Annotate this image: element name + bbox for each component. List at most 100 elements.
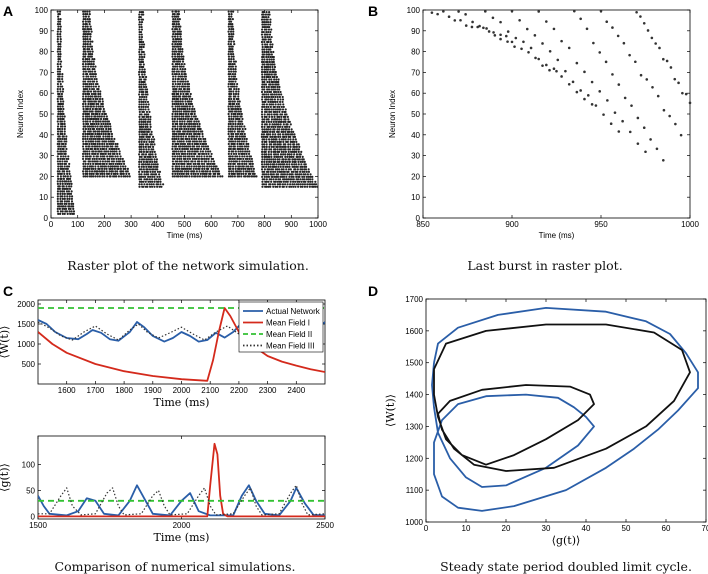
spike-marker [87, 162, 90, 166]
spike-marker [231, 25, 234, 28]
spike-marker [148, 183, 151, 186]
y-tick-label: 500 [22, 360, 36, 369]
spike-marker [188, 125, 191, 128]
spike-marker [262, 183, 266, 186]
spike-marker [294, 173, 297, 176]
spike-marker [138, 145, 141, 148]
spike-marker [264, 83, 268, 86]
spike-marker [90, 62, 93, 66]
spike-marker [269, 100, 272, 104]
spike-marker [188, 157, 192, 161]
spike-marker [116, 165, 120, 168]
spike-marker [634, 60, 637, 64]
spike-marker [100, 122, 103, 126]
spike-marker [59, 50, 62, 53]
spike-marker [272, 178, 275, 181]
spike-marker [86, 137, 89, 141]
spike-marker [144, 100, 147, 104]
spike-marker [176, 55, 179, 58]
spike-marker [248, 175, 251, 178]
spike-marker [265, 75, 268, 79]
spike-marker [227, 72, 230, 76]
spike-marker [309, 183, 313, 186]
spike-marker [556, 58, 560, 62]
spike-marker [269, 40, 273, 44]
spike-marker [228, 117, 231, 121]
spike-marker [187, 87, 191, 91]
spike-marker [282, 170, 285, 173]
spike-marker [153, 170, 157, 173]
spike-marker [103, 125, 106, 128]
spike-marker [560, 75, 563, 78]
spike-marker [138, 170, 141, 173]
spike-marker [95, 172, 98, 176]
spike-marker [86, 152, 89, 156]
spike-marker [82, 82, 85, 86]
x-tick-label: 800 [258, 220, 272, 229]
spike-marker [187, 90, 191, 93]
spike-marker [674, 122, 677, 126]
spike-marker [177, 100, 180, 103]
spike-marker [227, 18, 230, 21]
spike-marker [265, 105, 268, 109]
spike-marker [276, 100, 279, 104]
spike-marker [70, 202, 73, 205]
spike-marker [233, 62, 236, 66]
spike-marker [287, 178, 290, 181]
spike-marker [57, 185, 60, 188]
spike-marker [525, 27, 529, 31]
spike-marker [102, 107, 105, 111]
spike-marker [96, 172, 100, 176]
spike-marker [316, 185, 319, 188]
spike-marker [230, 33, 233, 36]
spike-marker [234, 107, 237, 111]
spike-marker [263, 130, 266, 133]
spike-marker [235, 85, 238, 88]
spike-marker [245, 160, 248, 163]
spike-marker [62, 142, 65, 146]
spike-marker [56, 127, 60, 131]
spike-marker [146, 90, 149, 94]
spike-marker [93, 67, 96, 71]
spike-marker [176, 67, 179, 71]
spike-marker [611, 26, 614, 29]
spike-marker [261, 43, 264, 46]
spike-marker [182, 57, 185, 61]
spike-marker [207, 162, 210, 166]
spike-marker [180, 122, 184, 126]
spike-marker [266, 168, 269, 171]
spike-marker [173, 40, 176, 43]
spike-marker [263, 103, 266, 106]
spike-marker [263, 163, 266, 166]
spike-marker [56, 30, 59, 33]
spike-marker [101, 172, 104, 176]
spike-marker [138, 143, 141, 146]
spike-marker [103, 130, 107, 133]
spike-marker [227, 55, 231, 58]
spike-marker [111, 155, 114, 158]
spike-marker [271, 140, 275, 143]
spike-marker [265, 63, 269, 66]
spike-marker [142, 110, 146, 114]
spike-marker [236, 170, 239, 173]
spike-marker [261, 155, 264, 158]
spike-marker [189, 167, 192, 171]
spike-marker [190, 100, 193, 103]
spike-marker [262, 30, 265, 34]
spike-marker [260, 18, 264, 21]
spike-marker [82, 127, 85, 131]
spike-marker [148, 163, 151, 166]
spike-marker [263, 95, 266, 99]
spike-marker [61, 182, 64, 185]
spike-marker [227, 40, 230, 43]
spike-marker [304, 180, 307, 183]
spike-marker [147, 113, 150, 116]
spike-marker [92, 130, 95, 133]
spike-marker [296, 180, 299, 183]
spike-marker [231, 127, 235, 131]
spike-marker [242, 165, 245, 168]
spike-marker [273, 80, 277, 84]
spike-marker [94, 92, 97, 96]
spike-marker [229, 90, 233, 93]
spike-marker [61, 102, 65, 106]
